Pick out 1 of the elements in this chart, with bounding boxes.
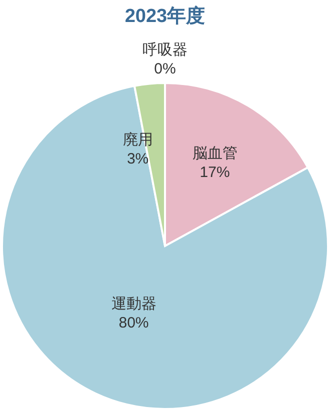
chart-title: 2023年度 [124, 5, 206, 27]
